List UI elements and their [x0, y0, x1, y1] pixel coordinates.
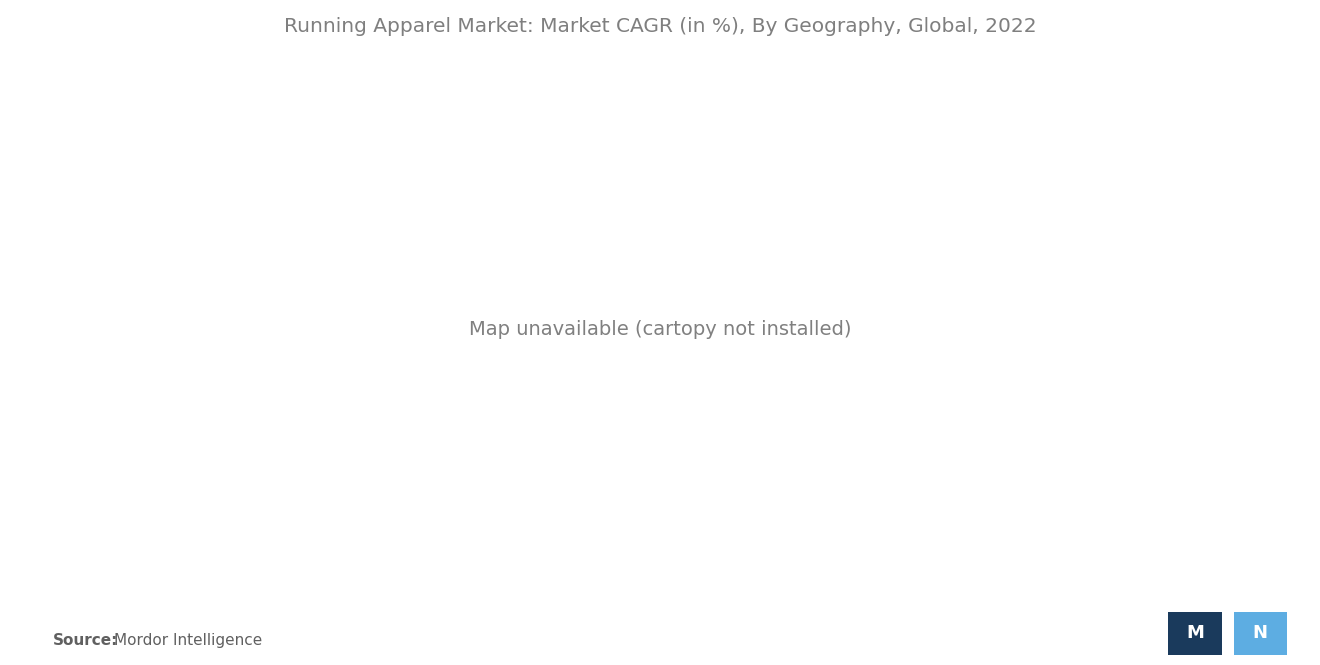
Text: M: M — [1185, 624, 1204, 642]
Text: Map unavailable (cartopy not installed): Map unavailable (cartopy not installed) — [469, 320, 851, 338]
Bar — [1168, 612, 1222, 655]
Bar — [1233, 612, 1287, 655]
Text: Source:: Source: — [53, 633, 119, 648]
Text: Mordor Intelligence: Mordor Intelligence — [114, 633, 261, 648]
Text: N: N — [1253, 624, 1267, 642]
Text: Running Apparel Market: Market CAGR (in %), By Geography, Global, 2022: Running Apparel Market: Market CAGR (in … — [284, 17, 1036, 36]
